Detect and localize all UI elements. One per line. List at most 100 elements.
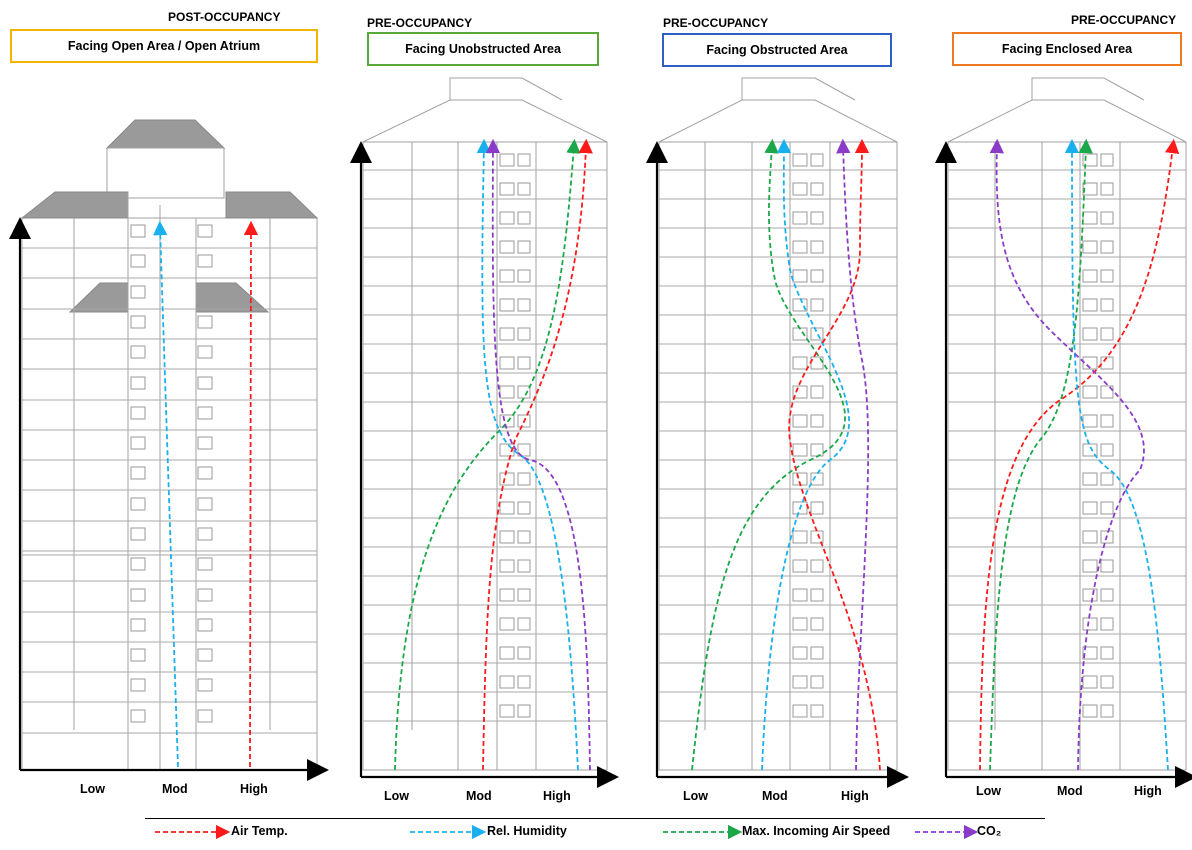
window-icon — [810, 617, 824, 631]
p4-air-speed-curve — [989, 138, 1093, 771]
window-icon — [130, 254, 146, 268]
window-icon — [130, 315, 146, 329]
window-icon — [810, 327, 824, 341]
window-icon — [499, 414, 515, 428]
window-icon — [810, 385, 824, 399]
building-diagram — [9, 77, 1192, 788]
window-icon — [810, 675, 824, 689]
window-icon — [517, 298, 531, 312]
window-icon — [1100, 414, 1114, 428]
p3-tick-high: High — [841, 789, 869, 803]
window-icon — [810, 530, 824, 544]
window-icon — [792, 704, 808, 718]
window-icon — [1082, 298, 1098, 312]
window-icon — [130, 618, 146, 632]
window-icon — [499, 588, 515, 602]
window-icon — [1100, 240, 1114, 254]
window-icon — [499, 617, 515, 631]
window-icon — [810, 501, 824, 515]
panel-1-phase: POST-OCCUPANCY — [168, 10, 281, 24]
window-icon — [499, 327, 515, 341]
window-icon — [792, 182, 808, 196]
window-icon — [1082, 443, 1098, 457]
window-icon — [130, 406, 146, 420]
window-icon — [1100, 443, 1114, 457]
p3-rel-humidity-curve — [761, 138, 850, 771]
window-icon — [792, 501, 808, 515]
window-icon — [517, 704, 531, 718]
p2-co2-curve — [485, 138, 591, 771]
window-icon — [1082, 269, 1098, 283]
window-icon — [130, 648, 146, 662]
window-icon — [197, 406, 213, 420]
window-icon — [517, 153, 531, 167]
window-icon — [792, 414, 808, 428]
window-icon — [1082, 617, 1098, 631]
window-icon — [517, 182, 531, 196]
window-icon — [792, 240, 808, 254]
p4-air-temp-curve — [979, 138, 1180, 771]
window-icon — [517, 559, 531, 573]
window-icon — [1100, 269, 1114, 283]
window-icon — [1082, 211, 1098, 225]
panel-2-title: Facing Unobstructed Area — [367, 32, 599, 66]
window-icon — [197, 678, 213, 692]
window-icon — [1082, 356, 1098, 370]
p2-tick-high: High — [543, 789, 571, 803]
p4-tick-low: Low — [976, 784, 1001, 798]
p3-air-temp-curve — [788, 138, 881, 771]
window-icon — [197, 254, 213, 268]
window-icon — [197, 436, 213, 450]
window-icon — [499, 240, 515, 254]
window-icon — [810, 211, 824, 225]
window-icon — [792, 385, 808, 399]
window-icon — [197, 618, 213, 632]
window-icon — [517, 530, 531, 544]
p2-air-speed-curve — [394, 138, 581, 771]
window-icon — [1082, 646, 1098, 660]
window-icon — [1082, 675, 1098, 689]
window-icon — [1100, 385, 1114, 399]
window-icon — [517, 675, 531, 689]
window-icon — [197, 466, 213, 480]
window-icon — [1100, 617, 1114, 631]
window-icon — [1082, 385, 1098, 399]
window-icon — [130, 345, 146, 359]
window-icon — [1100, 472, 1114, 486]
window-icon — [1100, 501, 1114, 515]
window-icon — [1100, 327, 1114, 341]
window-icon — [810, 559, 824, 573]
window-icon — [130, 588, 146, 602]
p1-tick-mod: Mod — [162, 782, 188, 796]
window-icon — [499, 269, 515, 283]
window-grid — [130, 153, 1114, 723]
legend: Air Temp. Rel. Humidity Max. Incoming Ai… — [145, 818, 1045, 846]
window-icon — [517, 356, 531, 370]
legend-co2-label: CO₂ — [977, 824, 1002, 838]
window-icon — [1100, 153, 1114, 167]
window-icon — [792, 211, 808, 225]
p1-rel-humidity-curve — [153, 220, 179, 768]
window-icon — [1082, 501, 1098, 515]
window-icon — [1082, 240, 1098, 254]
panel-4-building — [947, 77, 1187, 771]
window-icon — [197, 709, 213, 723]
window-icon — [130, 436, 146, 450]
p3-air-speed-curve — [691, 138, 846, 771]
window-icon — [130, 709, 146, 723]
p1-tick-low: Low — [80, 782, 105, 796]
window-icon — [1082, 414, 1098, 428]
window-icon — [517, 646, 531, 660]
window-icon — [197, 557, 213, 571]
window-icon — [197, 648, 213, 662]
window-icon — [517, 472, 531, 486]
window-icon — [1082, 588, 1098, 602]
window-icon — [792, 617, 808, 631]
window-icon — [130, 557, 146, 571]
window-icon — [499, 356, 515, 370]
window-icon — [130, 285, 146, 299]
window-icon — [130, 466, 146, 480]
window-icon — [499, 443, 515, 457]
window-icon — [517, 617, 531, 631]
window-icon — [197, 376, 213, 390]
